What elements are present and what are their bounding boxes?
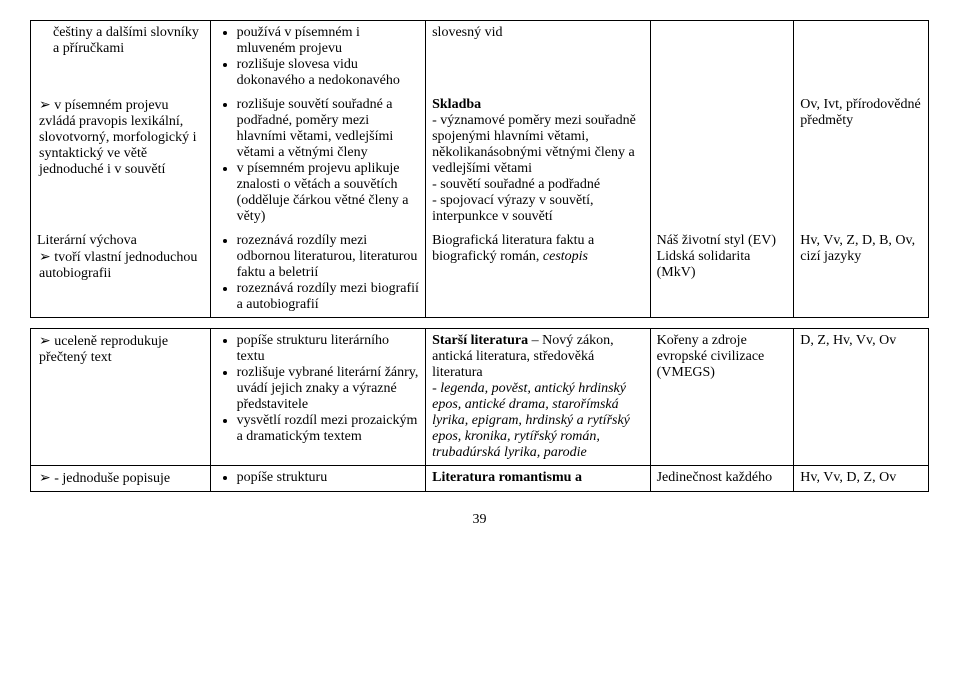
cell: rozlišuje souvětí souřadné a podřadné, p… [210,93,426,229]
cell: - jednoduše popisuje [31,466,211,492]
bullet-item: popíše strukturu [237,470,420,486]
cell-text: Literární výchova [37,233,204,249]
cell: v písemném projevu zvládá pravopis lexik… [31,93,211,229]
cell: Kořeny a zdroje evropské civilizace (VME… [650,329,794,466]
bullet-item: popíše strukturu literárního textu [237,333,420,365]
cell: D, Z, Hv, Vv, Ov [794,329,929,466]
cell-text: Kořeny a zdroje evropské civilizace (VME… [657,333,765,380]
bullet-item: rozeznává rozdíly mezi biografií a autob… [237,281,420,313]
bullet-item: rozeznává rozdíly mezi odbornou literatu… [237,233,420,281]
cell: Ov, Ivt, přírodovědné předměty [794,93,929,229]
table-row: Literární výchova tvoří vlastní jednoduc… [31,229,929,318]
cell: popíše strukturu [210,466,426,492]
cell: Jedinečnost každého [650,466,794,492]
cell-text: - významové poměry mezi souřadně spojený… [432,113,636,176]
bullet-item: rozlišuje vybrané literární žánry, uvádí… [237,365,420,413]
cell: Biografická literatura faktu a biografic… [426,229,651,318]
table-row: - jednoduše popisuje popíše strukturu Li… [31,466,929,492]
cell [794,21,929,94]
curriculum-table: češtiny a dalšími slovníky a příručkami … [30,20,929,492]
cell: Literární výchova tvoří vlastní jednoduc… [31,229,211,318]
cell-text: - souvětí souřadné a podřadné [432,177,600,192]
cell-text: Náš životní styl (EV) Lidská solidarita … [657,233,776,280]
cell: češtiny a dalšími slovníky a příručkami [31,21,211,94]
arrow-list: uceleně reprodukuje přečtený text [37,333,204,366]
table-row: uceleně reprodukuje přečtený text popíše… [31,329,929,466]
cell-italic: - legenda, pověst, antický hrdinský epos… [432,381,630,460]
cell-text: D, Z, Hv, Vv, Ov [800,333,896,348]
cell-text: slovesný vid [432,25,502,40]
bullet-list: popíše strukturu literárního textu rozli… [237,333,420,445]
bullet-list: popíše strukturu [237,470,420,486]
cell-text: Hv, Vv, Z, D, B, Ov, cizí jazyky [800,233,915,264]
bullet-list: používá v písemném i mluveném projevu ro… [237,25,420,89]
arrow-list: tvoří vlastní jednoduchou autobiografii [37,249,204,282]
cell-heading: Literatura romantismu a [432,470,582,485]
cell: Hv, Vv, Z, D, B, Ov, cizí jazyky [794,229,929,318]
arrow-list: - jednoduše popisuje [37,470,204,487]
arrow-item: v písemném projevu zvládá pravopis lexik… [39,97,204,178]
cell-text: - spojovací výrazy v souvětí, interpunkc… [432,193,593,224]
arrow-item: tvoří vlastní jednoduchou autobiografii [39,249,204,282]
cell: uceleně reprodukuje přečtený text [31,329,211,466]
cell: slovesný vid [426,21,651,94]
bullet-item: rozlišuje souvětí souřadné a podřadné, p… [237,97,420,161]
cell-text: Ov, Ivt, přírodovědné předměty [800,97,920,128]
arrow-item: - jednoduše popisuje [39,470,204,487]
cell-text: Hv, Vv, D, Z, Ov [800,470,896,485]
table-row: češtiny a dalšími slovníky a příručkami … [31,21,929,94]
cell-heading: Starší literatura [432,333,528,348]
page-number: 39 [30,512,929,528]
bullet-item: rozlišuje slovesa vidu dokonavého a nedo… [237,57,420,89]
bullet-list: rozlišuje souvětí souřadné a podřadné, p… [237,97,420,225]
arrow-list: v písemném projevu zvládá pravopis lexik… [37,97,204,178]
bullet-list: rozeznává rozdíly mezi odbornou literatu… [237,233,420,313]
cell: Starší literatura – Nový zákon, antická … [426,329,651,466]
cell: Literatura romantismu a [426,466,651,492]
cell: Náš životní styl (EV) Lidská solidarita … [650,229,794,318]
bullet-item: používá v písemném i mluveném projevu [237,25,420,57]
cell: Hv, Vv, D, Z, Ov [794,466,929,492]
cell [650,93,794,229]
table-row: v písemném projevu zvládá pravopis lexik… [31,93,929,229]
spacer-row [31,318,929,329]
cell-heading: Skladba [432,97,481,112]
cell-italic: cestopis [543,249,588,264]
cell: rozeznává rozdíly mezi odbornou literatu… [210,229,426,318]
cell: popíše strukturu literárního textu rozli… [210,329,426,466]
cell: Skladba - významové poměry mezi souřadně… [426,93,651,229]
cell: používá v písemném i mluveném projevu ro… [210,21,426,94]
cell [650,21,794,94]
bullet-item: vysvětlí rozdíl mezi prozaickým a dramat… [237,413,420,445]
cell-text: Jedinečnost každého [657,470,772,485]
cell-text: češtiny a dalšími slovníky a příručkami [53,25,204,57]
arrow-item: uceleně reprodukuje přečtený text [39,333,204,366]
bullet-item: v písemném projevu aplikuje znalosti o v… [237,161,420,225]
